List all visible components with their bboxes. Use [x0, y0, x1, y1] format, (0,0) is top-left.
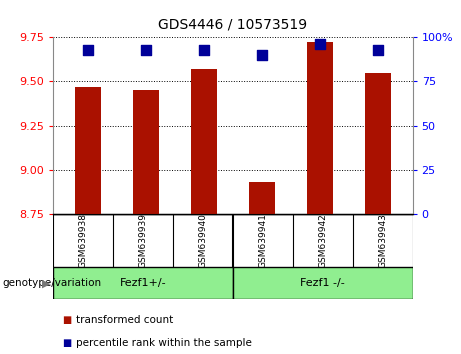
Point — [142, 47, 149, 52]
Bar — [365, 73, 391, 214]
Text: Fezf1 -/-: Fezf1 -/- — [300, 278, 345, 288]
Text: ■: ■ — [62, 338, 71, 348]
Bar — [307, 42, 333, 214]
Text: GSM639938: GSM639938 — [78, 213, 88, 268]
Text: GSM639939: GSM639939 — [138, 213, 148, 268]
Bar — [191, 69, 217, 214]
Text: GSM639942: GSM639942 — [318, 213, 327, 268]
Point — [200, 47, 207, 52]
Bar — [53, 267, 233, 299]
Title: GDS4446 / 10573519: GDS4446 / 10573519 — [158, 18, 307, 32]
Bar — [75, 87, 101, 214]
Text: ▶: ▶ — [42, 278, 50, 288]
Text: GSM639941: GSM639941 — [258, 213, 267, 268]
Text: transformed count: transformed count — [76, 315, 173, 325]
Text: genotype/variation: genotype/variation — [2, 278, 101, 288]
Text: GSM639940: GSM639940 — [198, 213, 207, 268]
Bar — [249, 182, 275, 214]
Point — [84, 47, 91, 52]
Point — [258, 52, 266, 58]
Bar — [133, 90, 159, 214]
Text: ■: ■ — [62, 315, 71, 325]
Point — [316, 41, 324, 47]
Point — [374, 47, 382, 52]
Text: percentile rank within the sample: percentile rank within the sample — [76, 338, 252, 348]
Text: GSM639943: GSM639943 — [378, 213, 387, 268]
Bar — [233, 267, 413, 299]
Text: Fezf1+/-: Fezf1+/- — [119, 278, 166, 288]
